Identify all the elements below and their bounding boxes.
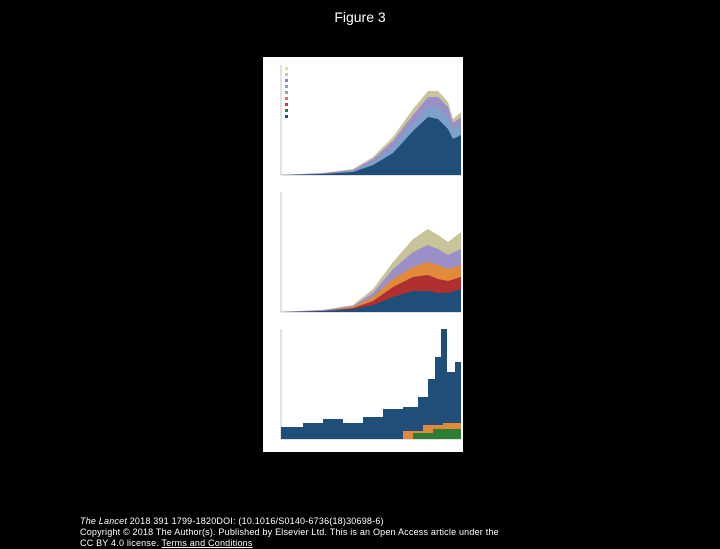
panel-c	[280, 329, 461, 440]
area	[281, 117, 461, 175]
panel-a	[280, 65, 461, 176]
figure-image	[263, 57, 463, 452]
area	[413, 429, 461, 439]
legend-swatches	[285, 67, 288, 118]
area	[281, 329, 461, 439]
copyright-line: Copyright © 2018 The Author(s). Publishe…	[80, 527, 510, 549]
footer: The Lancet 2018 391 1799-1820DOI: (10.10…	[80, 516, 510, 549]
slide-title: Figure 3	[334, 9, 386, 25]
citation: 2018 391 1799-1820DOI: (10.1016/S0140-67…	[127, 516, 384, 526]
area	[281, 289, 461, 312]
copyright: Copyright © 2018 The Author(s). Publishe…	[80, 527, 499, 548]
citation-line: The Lancet 2018 391 1799-1820DOI: (10.10…	[80, 516, 510, 527]
journal-name: The Lancet	[80, 516, 128, 526]
panel-b	[280, 192, 461, 313]
